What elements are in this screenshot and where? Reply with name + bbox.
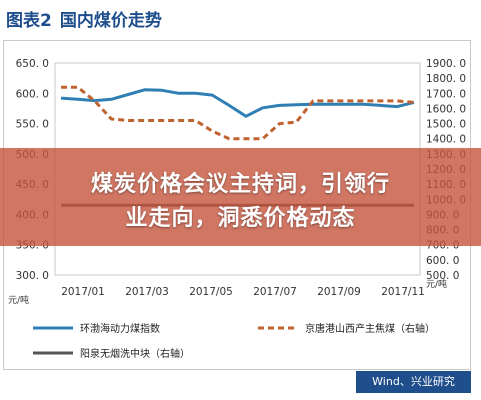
banner-line-1: 煤炭价格会议主持词，引领行 <box>90 172 390 197</box>
source-badge: Wind、兴业研究 <box>356 371 471 393</box>
legend-label-3: 阳泉无烟洗中块（右轴） <box>80 347 190 360</box>
series-line-1 <box>60 88 415 118</box>
x-tick-label: 2017/07 <box>253 286 297 298</box>
figure-title: 国内煤价走势 <box>59 11 162 31</box>
y-right-tick-label: 600. 0 <box>426 255 459 267</box>
series-line-2 <box>61 85 415 141</box>
chart-title: 图表2 国内煤价走势 <box>6 6 162 31</box>
y-left-tick-label: 650. 0 <box>16 58 49 70</box>
x-tick-label: 2017/11 <box>381 286 425 298</box>
banner-line-2: 业走向，洞悉价格动态 <box>125 206 356 231</box>
y-right-tick-label: 1900. 0 <box>426 58 466 70</box>
y-left-tick-label: 550. 0 <box>16 119 49 131</box>
y-right-tick-label: 1800. 0 <box>426 73 466 85</box>
figure-label: 图表2 <box>6 11 52 31</box>
y-right-tick-label: 1600. 0 <box>426 103 466 115</box>
legend-label-1: 环渤海动力煤指数 <box>80 322 160 335</box>
y-right-tick-label: 1400. 0 <box>426 134 466 146</box>
legend-label-2: 京唐港山西产主焦煤（右轴） <box>305 322 435 335</box>
x-tick-label: 2017/03 <box>125 286 169 298</box>
y-right-tick-label: 1700. 0 <box>426 88 466 100</box>
y-right-tick-label: 1500. 0 <box>426 119 466 131</box>
y-left-tick-label: 600. 0 <box>16 88 49 100</box>
x-tick-label: 2017/09 <box>317 286 361 298</box>
overlay-banner <box>0 148 481 246</box>
y-left-tick-label: 300. 0 <box>16 270 49 282</box>
y-right-tick-label: 500. 0 <box>426 270 459 282</box>
y-left-unit: 元/吨 <box>8 294 29 306</box>
x-tick-label: 2017/05 <box>189 286 233 298</box>
x-tick-label: 2017/01 <box>61 286 105 298</box>
y-right-unit: 元/吨 <box>426 278 447 290</box>
